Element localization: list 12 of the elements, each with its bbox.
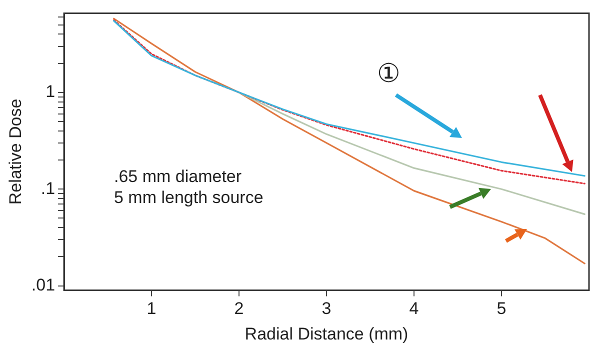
- x-tick-label: 5: [496, 299, 506, 318]
- x-tick-label: 3: [322, 299, 332, 318]
- annotation: ①: [377, 58, 400, 90]
- annotation: .65 mm diameter 5 mm length source: [114, 166, 264, 208]
- y-tick-label: 1: [46, 82, 56, 102]
- y-axis-title: Relative Dose: [6, 98, 25, 205]
- y-tick-label: .01: [31, 275, 56, 294]
- y-tick-label: .1: [40, 178, 56, 198]
- x-tick-label: 2: [234, 299, 244, 318]
- x-axis-title: Radial Distance (mm): [244, 324, 408, 344]
- x-tick-label: 1: [146, 299, 156, 318]
- x-tick-label: 4: [409, 299, 419, 318]
